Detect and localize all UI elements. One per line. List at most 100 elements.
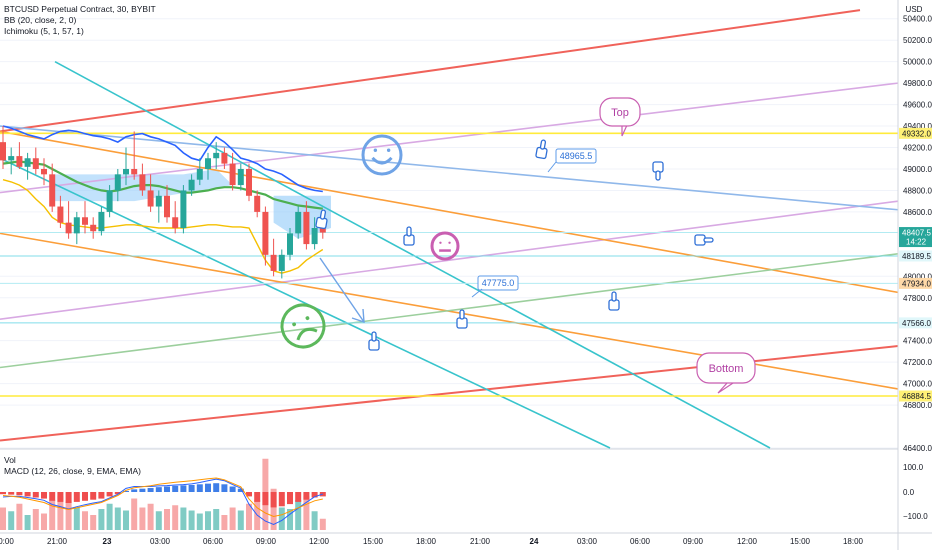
candle-15 [123, 147, 129, 186]
price-badge-3[interactable]: 47934.0 [899, 277, 932, 289]
candle-17 [139, 163, 146, 196]
macd-bar-17 [139, 488, 146, 492]
candle-16 [131, 131, 138, 180]
candle-body [254, 195, 261, 212]
candle-body [131, 168, 138, 175]
price-note-1[interactable]: 48965.5 [555, 148, 597, 164]
bottom-bubble[interactable]: Bottom [696, 352, 756, 394]
horizontal-levels[interactable] [0, 132, 898, 397]
macd-axis-tick-2[interactable]: −100.0 [903, 512, 928, 521]
macd-bar-7 [57, 492, 64, 502]
time-label-4: 06:00 [203, 537, 224, 546]
price-tick-10: 48000.0 [903, 272, 932, 281]
price-tick-15: 46800.0 [903, 401, 932, 410]
time-label-5: 09:00 [256, 537, 277, 546]
chart-legend: BTCUSD Perpetual Contract, 30, BYBIT BB … [4, 4, 156, 37]
price-tick-11: 47800.0 [903, 294, 932, 303]
macd-bar-38 [311, 492, 318, 498]
candle-0 [0, 126, 6, 169]
candle-body [98, 211, 105, 232]
macd-axis-tick-1[interactable]: 0.0 [903, 488, 915, 497]
candle-body [90, 224, 97, 232]
volume-bar-34 [278, 507, 285, 530]
pointer-hand-icon-4[interactable] [456, 309, 468, 329]
forecast-arrow[interactable] [319, 257, 365, 323]
drawing-lines[interactable] [0, 9, 932, 449]
volume-bar-38 [311, 511, 318, 530]
candle-body [24, 158, 31, 167]
price-badge-4[interactable]: 47566.0 [899, 317, 932, 329]
macd-signal-line [2, 477, 323, 518]
pointer-hand-icon-3[interactable] [403, 226, 415, 246]
candle-8 [65, 201, 72, 239]
ichimoku-indicator-label[interactable]: Ichimoku (5, 1, 57, 1) [4, 26, 84, 36]
volume-bar-36 [295, 500, 302, 530]
price-tick-14: 47000.0 [903, 380, 932, 389]
macd-bar-3 [24, 492, 31, 497]
price-note-1-pointer [547, 161, 557, 173]
pointer-hand-icon-2[interactable] [368, 331, 380, 351]
candle-13 [106, 185, 113, 218]
candle-body [123, 168, 129, 175]
price-note-2-text: 47775.0 [482, 278, 515, 288]
top-bubble[interactable]: Top [599, 97, 641, 137]
macd-bar-26 [213, 483, 220, 492]
candle-29 [237, 163, 244, 191]
candle-24 [196, 158, 203, 186]
price-tick-3: 49800.0 [903, 79, 932, 88]
neutral-face-icon[interactable] [430, 231, 460, 261]
candle-28 [229, 152, 236, 191]
price-badge-1[interactable]: 48407.514:22 [899, 227, 932, 248]
volume-bar-13 [106, 503, 113, 530]
macd-bar-22 [180, 485, 187, 492]
price-badge-2[interactable]: 48189.5 [899, 250, 932, 262]
green-trendline [0, 248, 932, 369]
volume-label[interactable]: Vol [4, 455, 16, 465]
volume-bar-7 [57, 496, 64, 530]
macd-label[interactable]: MACD (12, 26, close, 9, EMA, EMA) [4, 466, 141, 476]
macd-bar-25 [205, 483, 211, 492]
macd-bar-21 [172, 485, 179, 492]
pointer-hand-icon-1[interactable] [315, 209, 329, 230]
volume-bar-30 [246, 503, 252, 530]
badge-text: 47934.0 [902, 279, 931, 288]
candle-body [319, 228, 326, 233]
price-tick-8: 48800.0 [903, 186, 932, 195]
pointer-hand-icon-5[interactable] [535, 139, 549, 160]
macd-bar-11 [90, 492, 97, 500]
symbol-title[interactable]: BTCUSD Perpetual Contract, 30, BYBIT [4, 4, 156, 14]
macd-bar-32 [262, 492, 269, 506]
macd-bar-35 [287, 492, 293, 505]
candle-body [16, 156, 23, 167]
candle-body [49, 174, 56, 207]
macd-bar-29 [237, 488, 244, 492]
pointer-hand-icon-6[interactable] [608, 291, 620, 311]
time-label-14: 12:00 [737, 537, 758, 546]
candle-2 [16, 142, 23, 169]
price-badge-5[interactable]: 46884.5 [899, 390, 932, 402]
price-badge-0[interactable]: 49332.0 [899, 127, 932, 139]
volume-bar-28 [229, 507, 236, 530]
price-note-2-pointer [471, 288, 483, 298]
candle-body [155, 195, 162, 207]
macd-axis-tick-0[interactable]: 100.0 [903, 463, 924, 472]
macd-bar-27 [221, 484, 228, 492]
happy-face-icon[interactable] [361, 134, 403, 176]
time-label-0: 0:00 [0, 537, 14, 546]
price-tick-7: 49000.0 [903, 165, 932, 174]
macd-bar-15 [123, 490, 129, 492]
sad-face-icon[interactable] [275, 298, 331, 354]
bb-indicator-label[interactable]: BB (20, close, 2, 0) [4, 15, 77, 25]
top-bubble-text: Top [611, 107, 629, 119]
time-axis[interactable]: 0:00 21:00 23 03:00 06:00 09:00 12:00 15:00 18:0… [0, 532, 932, 546]
price-note-2[interactable]: 47775.0 [477, 275, 519, 291]
candle-body [246, 168, 252, 196]
pointer-hand-icon-7[interactable] [652, 161, 664, 181]
badge-text: 47566.0 [902, 319, 931, 328]
pointer-hand-icon-8[interactable] [694, 234, 714, 246]
volume-bar-25 [205, 511, 211, 530]
candle-22 [180, 185, 187, 234]
candle-38 [311, 217, 318, 250]
